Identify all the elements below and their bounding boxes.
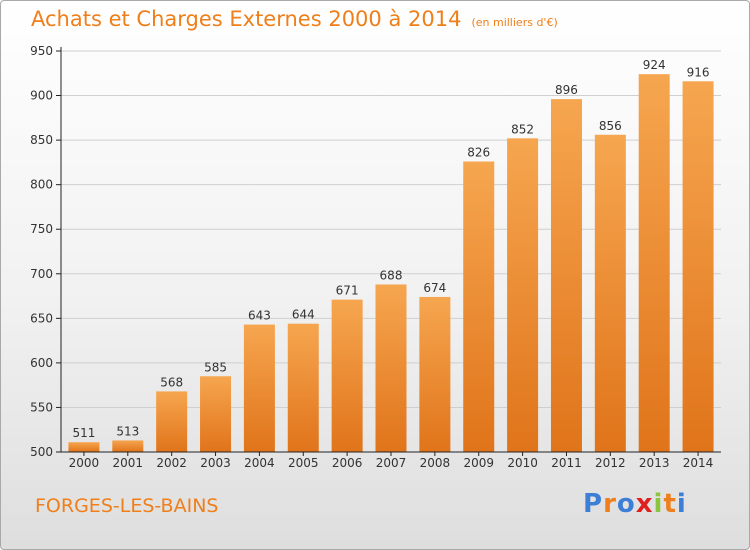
x-tick-label: 2004: [244, 456, 275, 470]
x-tick-label: 2000: [69, 456, 100, 470]
data-label: 916: [687, 65, 710, 79]
data-label: 643: [248, 309, 271, 323]
x-tick-label: 2014: [683, 456, 714, 470]
logo-letter: x: [635, 489, 654, 519]
x-tick-label: 2002: [156, 456, 187, 470]
data-label: 513: [116, 424, 139, 438]
x-tick-label: 2006: [332, 456, 363, 470]
bar: [200, 376, 232, 452]
y-tick-label: 850: [30, 133, 53, 147]
chart-title: Achats et Charges Externes 2000 à 2014 (e…: [31, 7, 558, 31]
bar: [638, 74, 670, 453]
data-label: 511: [72, 426, 95, 440]
logo-letter: P: [583, 489, 604, 519]
logo-letter: i: [653, 489, 664, 519]
data-label: 688: [380, 268, 403, 282]
bar: [375, 284, 407, 452]
bar: [682, 81, 714, 452]
bar: [463, 161, 495, 452]
x-tick-label: 2012: [595, 456, 626, 470]
logo-letter: t: [663, 489, 677, 519]
x-tick-label: 2008: [420, 456, 451, 470]
data-label: 852: [511, 122, 534, 136]
data-label: 568: [160, 375, 183, 389]
data-label: 674: [423, 281, 446, 295]
bar: [156, 391, 188, 452]
x-tick-label: 2010: [507, 456, 538, 470]
chart-unit: (en milliers d'€): [471, 16, 558, 29]
x-tick-label: 2003: [200, 456, 231, 470]
bar: [112, 440, 144, 452]
bar: [287, 323, 319, 452]
logo-letter: r: [603, 489, 617, 519]
data-label: 644: [292, 308, 315, 322]
bar: [68, 442, 100, 452]
data-label: 896: [555, 83, 578, 97]
y-tick-label: 950: [30, 44, 53, 58]
proxiti-logo[interactable]: Proxiti: [583, 489, 687, 519]
y-tick-label: 800: [30, 178, 53, 192]
bar: [507, 138, 539, 452]
chart-title-text: Achats et Charges Externes 2000 à 2014: [31, 7, 462, 31]
logo-letter: i: [676, 489, 687, 519]
x-tick-label: 2001: [113, 456, 144, 470]
y-tick-label: 550: [30, 400, 53, 414]
x-tick-label: 2009: [463, 456, 494, 470]
data-label: 585: [204, 360, 227, 374]
data-label: 856: [599, 119, 622, 133]
data-label: 671: [336, 284, 359, 298]
bar: [331, 299, 363, 452]
y-tick-label: 600: [30, 356, 53, 370]
bar: [594, 134, 626, 452]
data-label: 924: [643, 58, 666, 72]
y-tick-label: 650: [30, 311, 53, 325]
x-tick-label: 2011: [551, 456, 582, 470]
logo-letter: o: [616, 489, 636, 519]
y-tick-label: 700: [30, 267, 53, 281]
bar: [550, 99, 582, 453]
data-label: 826: [467, 145, 490, 159]
y-tick-label: 500: [30, 445, 53, 459]
x-tick-label: 2013: [639, 456, 670, 470]
y-tick-label: 900: [30, 89, 53, 103]
bar: [243, 324, 275, 452]
x-tick-label: 2007: [376, 456, 407, 470]
x-tick-label: 2005: [288, 456, 319, 470]
y-tick-label: 750: [30, 222, 53, 236]
bar: [419, 296, 451, 452]
commune-name: FORGES-LES-BAINS: [35, 495, 219, 517]
